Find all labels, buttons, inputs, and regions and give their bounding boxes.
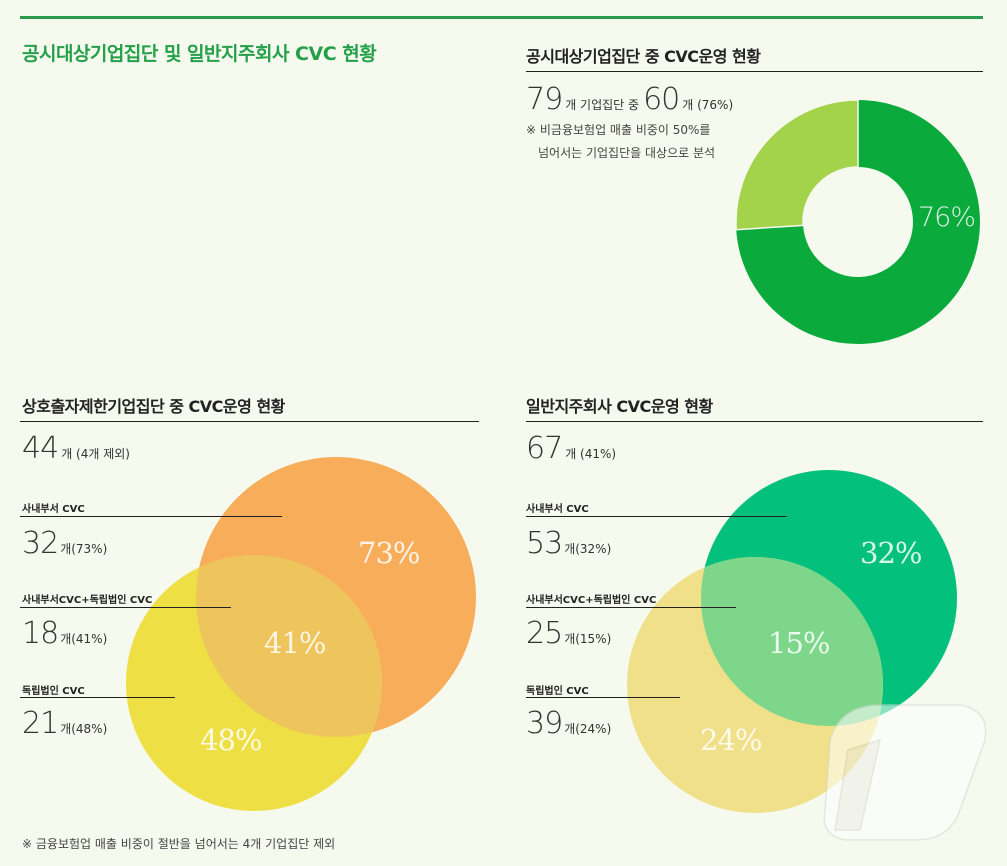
right-venn-overlap-pct: 15%: [768, 626, 830, 660]
unit: 개(24%): [564, 722, 612, 736]
count: 32: [22, 526, 59, 561]
donut-slice-rest: [735, 99, 859, 231]
total-count: 67: [526, 431, 563, 466]
left-venn-independent-pct: 48%: [200, 723, 262, 757]
right-venn-independent-pct: 24%: [700, 723, 762, 757]
page-title: 공시대상기업집단 및 일반지주회사 CVC 현황: [22, 43, 377, 65]
donut-note-line1: ※ 비금융보험업 매출 비중이 50%를: [526, 123, 711, 137]
total-unit: 개 기업집단 중: [565, 98, 640, 112]
left-legend-inhouse-label: 사내부서 CVC: [22, 504, 85, 515]
count: 21: [22, 706, 59, 741]
total-count: 79: [526, 82, 563, 117]
donut-section-rule: [526, 71, 983, 72]
count: 39: [526, 706, 563, 741]
unit: 개(15%): [564, 632, 612, 646]
left-legend-inhouse-value: 32 개(73%): [22, 526, 107, 561]
right-legend-independent-value: 39 개(24%): [526, 706, 611, 741]
unit: 개(48%): [60, 722, 108, 736]
watermark-logo: [823, 704, 987, 841]
left-legend-both-label: 사내부서CVC+독립법인 CVC: [22, 595, 153, 606]
donut-summary: 79 개 기업집단 중 60 개 (76%): [526, 82, 733, 117]
left-section-rule: [20, 421, 479, 422]
right-section-rule: [526, 421, 983, 422]
left-venn-inhouse-pct: 73%: [358, 536, 420, 570]
total-unit: 개 (4개 제외): [61, 447, 130, 461]
right-legend-independent-label: 독립법인 CVC: [526, 686, 589, 697]
total-unit: 개 (41%): [565, 447, 617, 461]
venn-overlap: [701, 557, 883, 726]
right-venn-inhouse-pct: 32%: [860, 536, 922, 570]
left-leader-both: [20, 607, 231, 608]
donut-note-line2: 넘어서는 기업집단을 대상으로 분석: [538, 146, 716, 160]
count: 53: [526, 526, 563, 561]
cvc-unit: 개 (76%): [682, 98, 734, 112]
right-leader-independent: [526, 697, 680, 698]
right-legend-inhouse-value: 53 개(32%): [526, 526, 611, 561]
right-legend-both-label: 사내부서CVC+독립법인 CVC: [526, 595, 657, 606]
donut-chart: [735, 99, 980, 344]
left-leader-inhouse: [20, 516, 282, 517]
right-section-title: 일반지주회사 CVC운영 현황: [526, 397, 713, 416]
count: 18: [22, 616, 59, 651]
left-section-title: 상호출자제한기업집단 중 CVC운영 현황: [22, 397, 285, 416]
top-rule: [20, 16, 983, 19]
left-leader-independent: [20, 697, 175, 698]
unit: 개(32%): [564, 542, 612, 556]
donut-section-title: 공시대상기업집단 중 CVC운영 현황: [526, 47, 761, 66]
right-legend-inhouse-label: 사내부서 CVC: [526, 504, 589, 515]
total-count: 44: [22, 431, 59, 466]
left-footnote: ※ 금융보험업 매출 비중이 절반을 넘어서는 4개 기업집단 제외: [22, 837, 336, 851]
unit: 개(41%): [60, 632, 108, 646]
left-legend-independent-value: 21 개(48%): [22, 706, 107, 741]
venn-overlap: [196, 555, 382, 737]
unit: 개(73%): [60, 542, 108, 556]
left-total: 44 개 (4개 제외): [22, 431, 130, 466]
right-venn: [627, 470, 957, 813]
cvc-count: 60: [643, 82, 680, 117]
right-leader-inhouse: [526, 516, 787, 517]
donut-slice-cvc: [736, 100, 980, 344]
left-venn: [126, 457, 476, 811]
right-leader-both: [526, 607, 736, 608]
donut-center-label: 76%: [918, 202, 976, 233]
right-legend-both-value: 25 개(15%): [526, 616, 611, 651]
left-venn-overlap-pct: 41%: [264, 626, 326, 660]
left-legend-both-value: 18 개(41%): [22, 616, 107, 651]
left-legend-independent-label: 독립법인 CVC: [22, 686, 85, 697]
right-total: 67 개 (41%): [526, 431, 616, 466]
count: 25: [526, 616, 563, 651]
